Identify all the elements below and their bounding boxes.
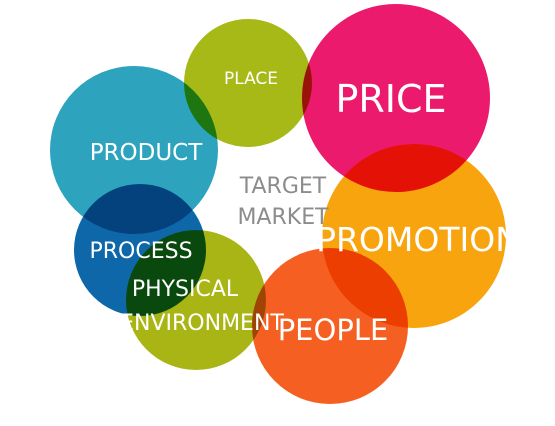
label-people: PEOPLE (278, 313, 389, 347)
circle-people (252, 248, 408, 404)
circle-place (184, 19, 312, 147)
label-place: PLACE (224, 69, 278, 89)
label-process: PROCESS (89, 239, 192, 264)
label-promotion: PROMOTION (316, 220, 520, 259)
center-label-line2: MARKET (237, 205, 329, 230)
labels-group: TARGET MARKET PRODUCT PLACE PRICE PROMOT… (89, 69, 519, 347)
label-product: PRODUCT (90, 140, 204, 166)
circle-price (302, 4, 490, 192)
center-label-line1: TARGET (239, 174, 327, 199)
circles-group (50, 4, 506, 404)
label-price: PRICE (335, 77, 446, 121)
label-physical-line1: PHYSICAL (132, 277, 239, 302)
label-physical-line2: ENVIRONMENT (120, 311, 284, 336)
circle-process (74, 184, 206, 316)
circle-product (50, 66, 218, 234)
